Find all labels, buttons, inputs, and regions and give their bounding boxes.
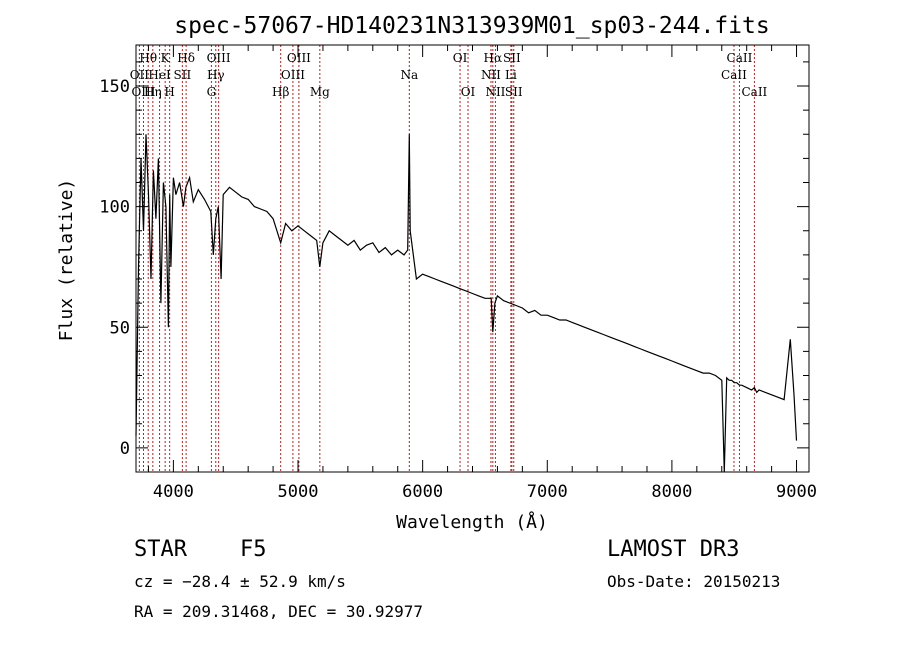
spectrum-series-line [135,134,798,473]
line-label-18: OI [461,85,476,99]
line-label-23: NII [485,85,505,99]
y-tick-label-2: 100 [99,198,130,218]
line-label-26: CaII [721,68,747,82]
x-tick-label-4: 8000 [651,482,692,502]
survey-label: LAMOST DR3 [607,537,740,562]
line-label-16: Na [400,68,418,82]
line-label-1: K [161,51,171,65]
x-tick-label-3: 7000 [527,482,568,502]
x-tick-label-2: 6000 [402,482,443,502]
redshift-text: cz = −28.4 ± 52.9 km/s [134,572,346,591]
emission-line-markers [138,45,755,472]
y-tick-label-0: 0 [120,439,130,459]
line-label-21: NII [481,68,501,82]
line-label-19: Hα [484,51,503,65]
line-label-9: OIII [207,51,231,65]
line-label-17: OI [453,51,468,65]
line-label-27: CaII [741,85,767,99]
coordinates-text: RA = 209.31468, DEC = 30.92977 [134,602,423,621]
line-label-22: Li [505,68,517,82]
line-label-20: SII [503,51,521,65]
line-label-10: Hγ [207,68,225,82]
line-label-8: H [164,85,174,99]
line-label-7: Hη [144,85,162,99]
line-label-5: SII [174,68,192,82]
x-tick-label-0: 4000 [153,482,194,502]
plot-frame [135,44,810,473]
class-label: STAR [134,537,187,562]
line-label-3: OII [130,68,150,82]
axis-ticks: 4000 5000 6000 7000 8000 9000 0 50 100 150 [99,45,817,502]
obs-date-text: Obs-Date: 20150213 [607,572,781,591]
subclass-label: F5 [240,537,267,562]
line-label-13: OIII [281,68,305,82]
line-label-15: Mg [310,85,330,99]
line-label-11: G [207,85,217,99]
line-label-0: Hθ [139,51,157,65]
y-axis-label: Flux (relative) [56,179,77,342]
x-tick-label-1: 5000 [278,482,319,502]
line-label-2: Hδ [177,51,195,65]
line-label-25: CaII [727,51,753,65]
line-label-12: OIII [287,51,311,65]
chart-title: spec-57067-HD140231N313939M01_sp03-244.f… [174,13,769,39]
line-label-24: SII [505,85,523,99]
line-label-6: OIII [131,85,155,99]
y-tick-label-1: 50 [110,318,130,338]
x-tick-label-5: 9000 [776,482,817,502]
y-tick-label-3: 150 [99,77,130,97]
line-label-4: HeI [148,68,171,82]
line-label-14: Hβ [272,85,289,99]
x-axis-label: Wavelength (Å) [396,511,548,533]
